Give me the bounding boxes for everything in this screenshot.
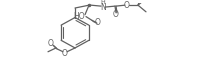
Text: O: O — [113, 10, 118, 19]
Text: O: O — [95, 18, 100, 27]
Text: O: O — [48, 39, 54, 48]
Text: O: O — [123, 1, 129, 10]
Text: N: N — [100, 3, 105, 12]
Text: O: O — [62, 49, 68, 58]
Text: H: H — [100, 0, 105, 5]
Text: HO: HO — [73, 12, 84, 21]
